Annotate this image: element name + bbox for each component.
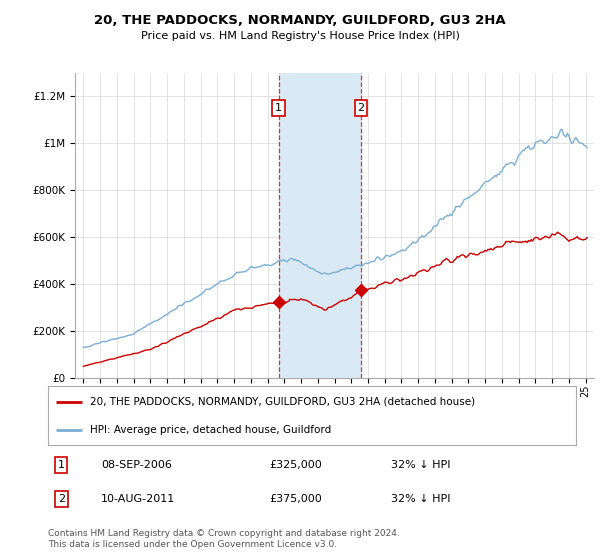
- Text: 1: 1: [275, 103, 282, 113]
- Text: 08-SEP-2006: 08-SEP-2006: [101, 460, 172, 470]
- Bar: [279, 73, 361, 378]
- Text: Price paid vs. HM Land Registry's House Price Index (HPI): Price paid vs. HM Land Registry's House …: [140, 31, 460, 41]
- Text: HPI: Average price, detached house, Guildford: HPI: Average price, detached house, Guil…: [90, 425, 331, 435]
- Text: Contains HM Land Registry data © Crown copyright and database right 2024.
This d: Contains HM Land Registry data © Crown c…: [48, 529, 400, 549]
- Text: £325,000: £325,000: [270, 460, 323, 470]
- Text: 20, THE PADDOCKS, NORMANDY, GUILDFORD, GU3 2HA: 20, THE PADDOCKS, NORMANDY, GUILDFORD, G…: [94, 14, 506, 27]
- Text: 32% ↓ HPI: 32% ↓ HPI: [391, 494, 451, 504]
- Text: 1: 1: [58, 460, 65, 470]
- Text: 2: 2: [358, 103, 365, 113]
- Text: 2: 2: [58, 494, 65, 504]
- Text: 32% ↓ HPI: 32% ↓ HPI: [391, 460, 451, 470]
- Text: 10-AUG-2011: 10-AUG-2011: [101, 494, 175, 504]
- Text: 20, THE PADDOCKS, NORMANDY, GUILDFORD, GU3 2HA (detached house): 20, THE PADDOCKS, NORMANDY, GUILDFORD, G…: [90, 396, 475, 407]
- Text: £375,000: £375,000: [270, 494, 323, 504]
